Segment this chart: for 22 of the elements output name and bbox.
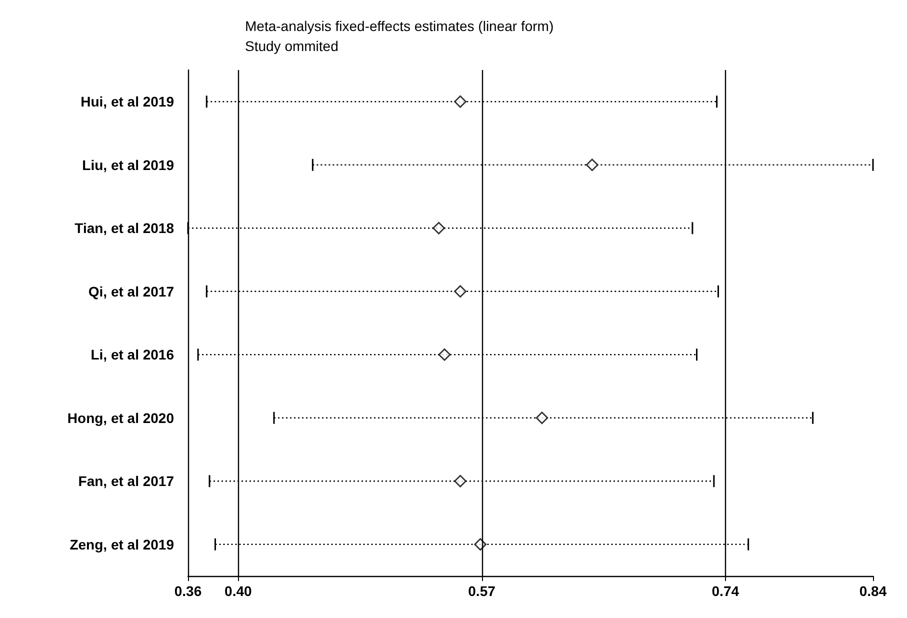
point bbox=[454, 285, 466, 298]
x-tick-label: 0.36 bbox=[174, 583, 202, 599]
y-tick-label: Hong, et al 2020 bbox=[67, 410, 174, 426]
point bbox=[536, 412, 548, 424]
point bbox=[454, 474, 466, 488]
x-tick-label: 0.74 bbox=[712, 583, 740, 599]
point bbox=[586, 158, 598, 172]
chart-title: Meta-analysis fixed-effects estimates (linear form) bbox=[245, 18, 554, 34]
y-tick-label: Zeng, et al 2019 bbox=[70, 536, 174, 552]
point bbox=[438, 348, 451, 361]
y-tick-label: Fan, et al 2017 bbox=[78, 473, 174, 490]
y-tick-label: Li, et al 2016 bbox=[90, 346, 174, 363]
point bbox=[454, 95, 466, 108]
x-tick-label: 0.57 bbox=[468, 583, 496, 599]
x-tick-label: 0.84 bbox=[859, 583, 887, 599]
y-tick-label: Qi, et al 2017 bbox=[88, 283, 174, 300]
x-tick-label: 0.40 bbox=[224, 583, 252, 599]
chart-subtitle: Study ommited bbox=[245, 38, 338, 54]
y-tick-label: Hui, et al 2019 bbox=[80, 94, 174, 110]
y-tick-label: Liu, et al 2019 bbox=[82, 156, 174, 173]
point bbox=[432, 222, 445, 234]
y-tick-label: Tian, et al 2018 bbox=[74, 220, 174, 236]
